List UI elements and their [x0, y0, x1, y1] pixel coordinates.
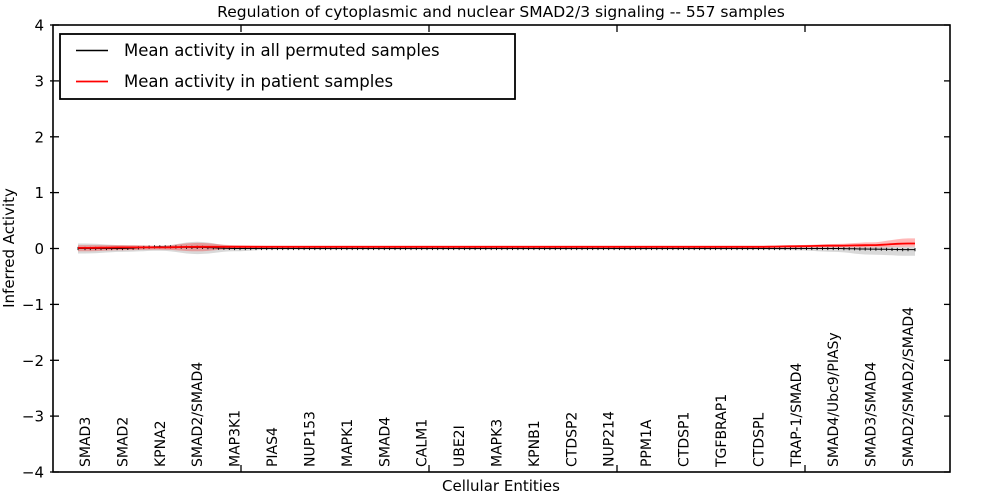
- x-tick-label: MAP3K1: [228, 410, 244, 467]
- x-tick-label: KPNA2: [153, 420, 169, 467]
- x-tick-label: SMAD2/SMAD4: [190, 362, 206, 467]
- y-tick-label: 3: [34, 72, 44, 90]
- patient-mean-line: [78, 242, 915, 249]
- x-tick-label: NUP214: [602, 411, 618, 467]
- y-tick-label: 1: [34, 184, 44, 202]
- x-tick-label: SMAD2/SMAD2/SMAD4: [901, 307, 917, 467]
- y-tick-label: −4: [22, 464, 44, 482]
- x-tick-label: CALM1: [415, 419, 431, 467]
- x-tick-label: TGFBRAP1: [714, 394, 730, 468]
- x-tick-label: CTDSPL: [751, 413, 767, 467]
- x-tick-label: NUP153: [302, 411, 318, 467]
- x-tick-label: KPNB1: [527, 420, 543, 467]
- x-tick-label: SMAD3: [78, 417, 94, 467]
- legend-label-patient: Mean activity in patient samples: [124, 72, 393, 91]
- x-tick-label: MAPK3: [490, 419, 506, 467]
- x-tick-label: PIAS4: [265, 427, 281, 467]
- y-tick-label: −1: [22, 296, 44, 314]
- x-tick-label: TRAP-1/SMAD4: [789, 363, 805, 468]
- y-tick-label: −2: [22, 352, 44, 370]
- chart-title: Regulation of cytoplasmic and nuclear SM…: [217, 3, 785, 21]
- permuted-mean-line: [78, 246, 915, 251]
- y-tick-label: −3: [22, 408, 44, 426]
- y-axis-label: Inferred Activity: [0, 188, 18, 308]
- x-tick-label: SMAD2: [115, 417, 131, 467]
- legend: Mean activity in all permuted samples Me…: [59, 33, 516, 100]
- plot-area: 4 3 2 1 0 −1 −2 −3 −4 SMAD3 SMAD2 KPNA2 SMAD2/SMAD4 M…: [22, 17, 951, 482]
- x-tick-label: SMAD4: [377, 417, 393, 467]
- x-tick-label: MAPK1: [340, 419, 356, 467]
- y-tick-label: 0: [34, 240, 44, 258]
- y-tick-label: 4: [34, 17, 44, 35]
- legend-box: [59, 33, 516, 100]
- x-axis-label: Cellular Entities: [442, 477, 560, 495]
- x-tick-label: CTDSP2: [564, 412, 580, 467]
- legend-label-permuted: Mean activity in all permuted samples: [124, 41, 440, 60]
- x-tick-label: SMAD3/SMAD4: [864, 362, 880, 467]
- y-tick-label: 2: [34, 128, 44, 146]
- x-tick-label: SMAD4/Ubc9/PIASy: [826, 332, 842, 467]
- x-tick-label: PPM1A: [639, 419, 655, 467]
- x-tick-label: CTDSP1: [677, 412, 693, 467]
- x-tick-label: UBE2I: [452, 425, 468, 467]
